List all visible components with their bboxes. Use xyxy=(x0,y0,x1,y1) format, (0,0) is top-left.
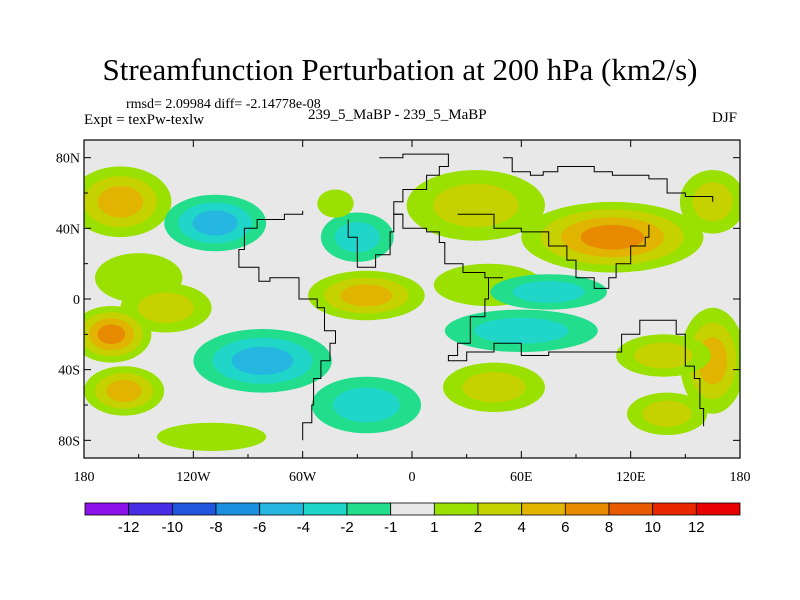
colorbar-label: -2 xyxy=(340,519,353,536)
colorbar-box xyxy=(433,502,479,516)
chart-title: Streamfunction Perturbation at 200 hPa (… xyxy=(102,52,698,87)
x-tick-label: 180 xyxy=(730,470,751,485)
coastline-3 xyxy=(457,213,650,289)
field-contour-13-4 xyxy=(97,324,126,345)
colorbar-box xyxy=(215,502,261,516)
field-contour-16-3 xyxy=(106,379,142,402)
colorbar-box xyxy=(259,502,304,516)
colorbar-label: -4 xyxy=(297,519,310,536)
field-contour-19-2 xyxy=(634,342,693,369)
field-contour-11-2 xyxy=(474,317,569,344)
field-contour-3-1 xyxy=(317,189,354,218)
field-contour-12-2 xyxy=(512,281,585,303)
colorbar: -12 -10 -8 -6 -4 -2 -1 1 2 4 6 8 10 12 xyxy=(84,502,741,536)
case-label: 239_5_MaBP - 239_5_MaBP xyxy=(308,107,487,123)
x-tick-label: 120E xyxy=(616,470,646,485)
x-tick-label: 0 xyxy=(409,470,416,485)
colorbar-label: -12 xyxy=(118,519,140,536)
colorbar-box xyxy=(695,502,741,516)
colorbar-label: -10 xyxy=(161,519,183,536)
field-contour-4-2 xyxy=(433,183,519,228)
colorbar-label: 2 xyxy=(474,519,482,536)
stats-label: rmsd= 2.09984 diff= -2.14778e-08 xyxy=(126,97,321,112)
field-contour-17-2 xyxy=(462,372,526,403)
field-contour-15-2 xyxy=(332,387,400,423)
y-axis: 80N 40N 0 40S 80S xyxy=(56,152,740,449)
colorbar-box xyxy=(477,502,523,516)
y-tick-label: 80N xyxy=(56,152,80,167)
y-tick-label: 80S xyxy=(58,434,80,449)
experiment-label: Expt = texPw-texlw xyxy=(84,112,205,128)
colorbar-label: 4 xyxy=(518,519,526,536)
colorbar-label: 6 xyxy=(561,519,569,536)
colorbar-box xyxy=(84,502,130,516)
x-tick-label: 180 xyxy=(74,470,95,485)
colorbar-label: -6 xyxy=(253,519,266,536)
colorbar-label: -1 xyxy=(384,519,397,536)
season-label: DJF xyxy=(712,110,738,126)
colorbar-box xyxy=(521,502,566,516)
colorbar-label: -8 xyxy=(209,519,222,536)
coastline-2 xyxy=(503,157,714,202)
colorbar-box xyxy=(346,502,392,516)
colorbar-box xyxy=(128,502,173,516)
field-contour-0-3 xyxy=(97,186,144,218)
colorbar-label: 8 xyxy=(605,519,613,536)
field-contour-9-3 xyxy=(340,284,393,307)
colorbar-label: 12 xyxy=(688,519,705,536)
x-tick-label: 60E xyxy=(510,470,533,485)
y-tick-label: 0 xyxy=(73,293,80,308)
colorbar-label: 1 xyxy=(430,519,438,536)
field-contour-20-2 xyxy=(642,400,692,427)
colorbar-label: 10 xyxy=(644,519,661,536)
x-axis: 180 120W 60W 0 60E 120E 180 xyxy=(74,140,751,485)
colorbar-box xyxy=(564,502,610,516)
colorbar-box xyxy=(302,502,348,516)
y-tick-label: 40N xyxy=(56,222,80,237)
continent-outlines xyxy=(238,153,714,441)
x-tick-label: 120W xyxy=(176,470,211,485)
colorbar-box xyxy=(171,502,217,516)
field-contour-14-3 xyxy=(231,346,294,375)
coastline-4 xyxy=(347,213,403,268)
coastline-0 xyxy=(238,210,336,441)
field-contour-8-2 xyxy=(138,292,194,323)
colorbar-box xyxy=(608,502,654,516)
colorbar-box xyxy=(390,502,435,516)
colorbar-box xyxy=(652,502,697,516)
x-tick-label: 60W xyxy=(289,470,317,485)
field-contour-5-4 xyxy=(580,224,645,250)
coastline-1 xyxy=(379,153,705,427)
field-contour-21-1 xyxy=(156,422,267,451)
y-tick-label: 40S xyxy=(58,364,80,379)
field-contour-1-3 xyxy=(192,210,238,236)
